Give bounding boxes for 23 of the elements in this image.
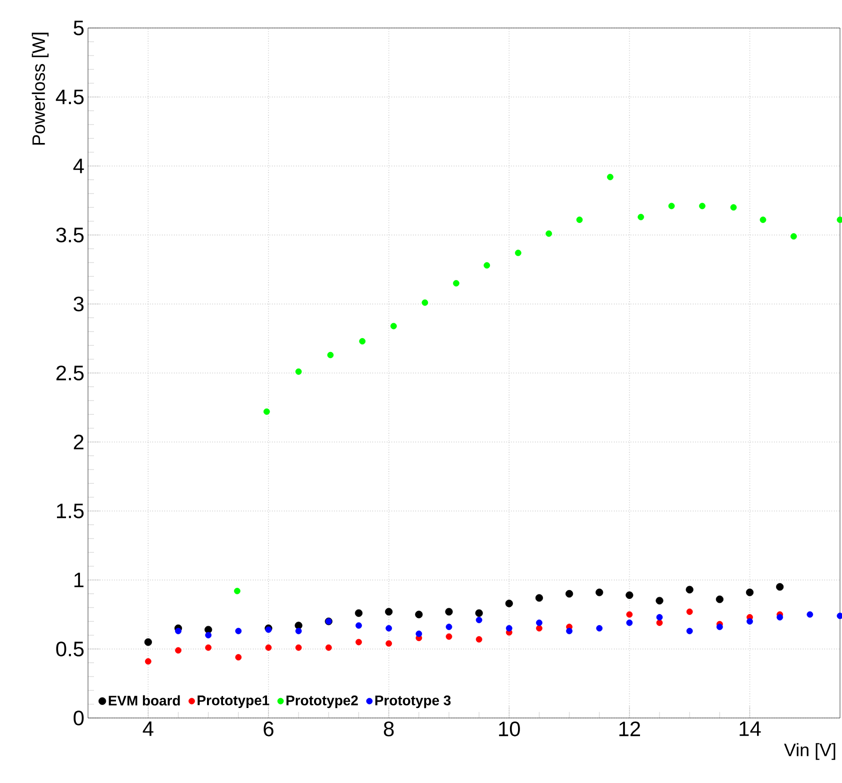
x-tick-label: 12 — [619, 722, 640, 736]
y-tick-label: 5 — [74, 20, 84, 36]
legend-label: Prototype1 — [198, 696, 270, 708]
y-tick-label: 2.5 — [56, 366, 84, 380]
x-tick-label: 6 — [264, 722, 274, 736]
y-axis-title: Powerloss [W] — [32, 32, 49, 145]
x-tick-label: 14 — [740, 722, 761, 736]
y-tick-label: 4.5 — [56, 90, 84, 104]
x-tick-label: 10 — [499, 722, 520, 736]
legend-label: Prototype 3 — [375, 695, 451, 708]
legend-label: Prototype2 — [286, 695, 358, 708]
x-tick-label: 8 — [384, 722, 394, 736]
y-tick-label: 3 — [74, 296, 84, 312]
x-tick-label: 4 — [142, 722, 154, 736]
y-tick-label: 0 — [74, 710, 84, 726]
y-tick-label: 4 — [73, 158, 84, 174]
legend-label: EVM board — [108, 695, 180, 706]
y-tick-label: 0.5 — [56, 642, 84, 656]
y-tick-label: 1.5 — [56, 504, 84, 518]
y-tick-label: 2 — [74, 434, 84, 450]
y-tick-label: 3.5 — [56, 228, 84, 242]
x-axis-title: Vin [V] — [784, 743, 836, 760]
y-tick-label: 1 — [74, 572, 84, 588]
